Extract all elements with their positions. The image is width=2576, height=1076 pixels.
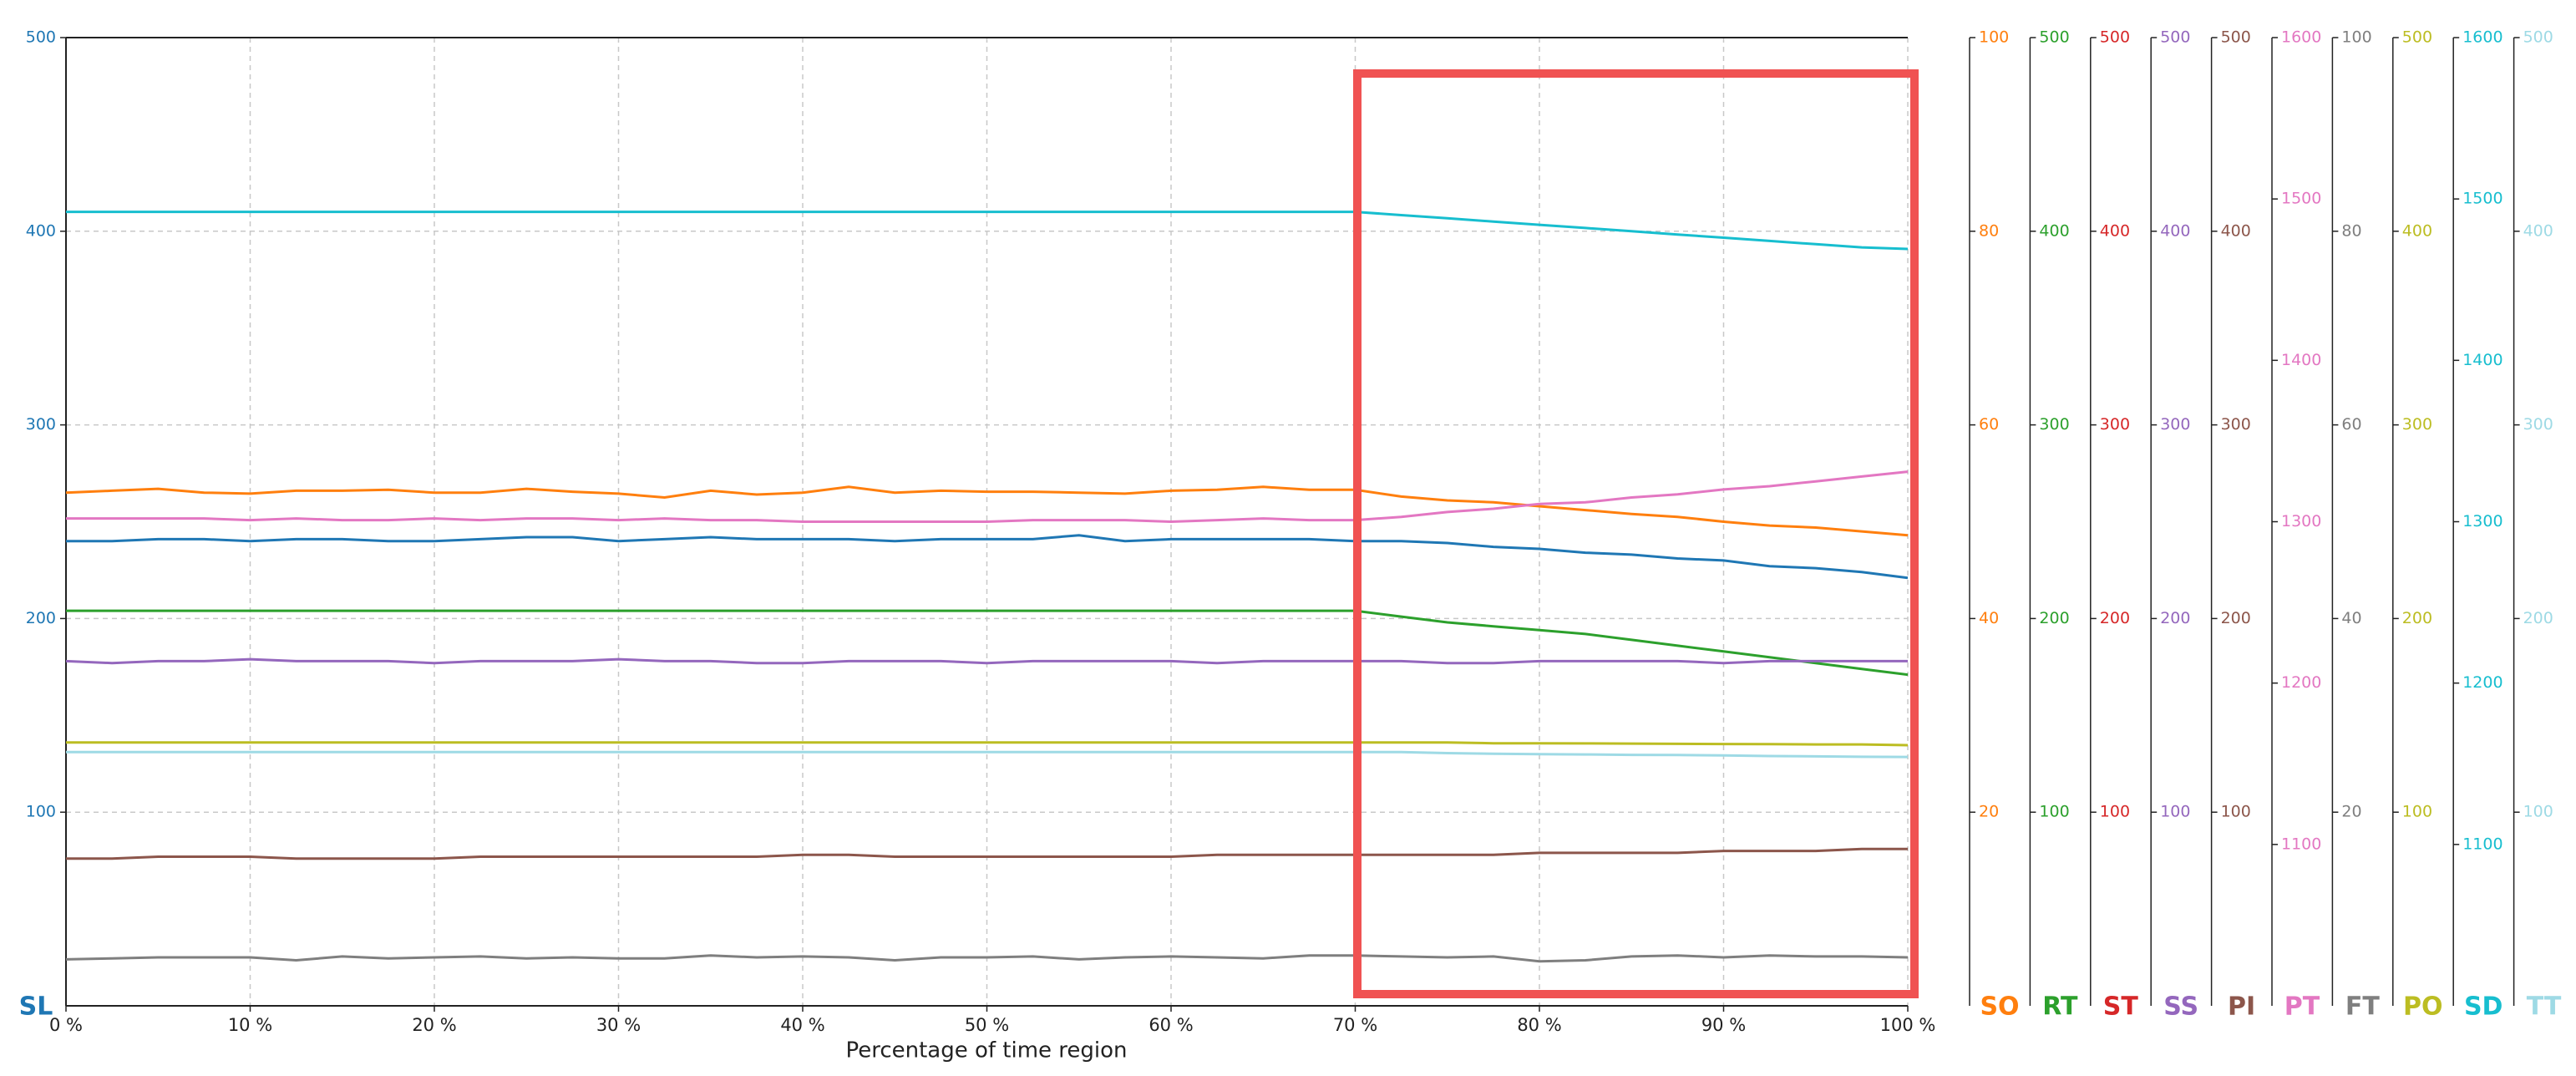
y-tick-label: 60: [2341, 415, 2361, 434]
y-tick-label: 200: [2221, 609, 2251, 627]
y-tick-label: 100: [1979, 28, 2009, 47]
y-tick-label: 200: [2402, 609, 2432, 627]
x-tick-label: 60 %: [1149, 1015, 1193, 1035]
y-tick-label: 400: [2160, 221, 2190, 240]
y-tick-label: 1100: [2281, 835, 2321, 853]
series-line: [65, 657, 1908, 665]
axis-name: PI: [2228, 992, 2255, 1022]
x-tick-label: 0 %: [49, 1015, 83, 1035]
axis-name: SL: [19, 992, 53, 1022]
y-tick-label: 300: [2221, 415, 2251, 434]
y-tick-label: 500: [2523, 28, 2553, 47]
y-tick-label: 1400: [2462, 351, 2502, 369]
y-tick-label: 300: [2160, 415, 2190, 434]
series-line: [66, 470, 1909, 524]
y-tick-label: 500: [2039, 28, 2069, 47]
series-line: [66, 534, 1909, 580]
x-tick-label: 70 %: [1333, 1015, 1377, 1035]
x-tick-label: 50 %: [965, 1015, 1009, 1035]
axis-name: FT: [2345, 992, 2380, 1022]
series-line: [66, 750, 1909, 759]
y-tick-label: 20: [1979, 803, 1999, 821]
y-tick-label: 200: [26, 609, 56, 627]
axis-name: ST: [2103, 992, 2139, 1022]
y-tick-label: 1500: [2281, 190, 2321, 208]
y-tick-label: 100: [2341, 28, 2371, 47]
y-tick-label: 500: [26, 28, 56, 47]
series-line: [66, 847, 1908, 860]
y-tick-label: 40: [2341, 609, 2361, 627]
y-tick-label: 500: [2160, 28, 2190, 47]
y-tick-label: 1200: [2462, 673, 2502, 692]
y-tick-label: 500: [2402, 28, 2432, 47]
x-tick-label: 30 %: [596, 1015, 641, 1035]
y-tick-label: 500: [2221, 28, 2251, 47]
y-tick-label: 400: [26, 221, 56, 240]
y-tick-label: 300: [2100, 415, 2130, 434]
axis-name: RT: [2042, 992, 2078, 1022]
axis-name: PT: [2284, 992, 2320, 1022]
y-tick-label: 300: [2523, 415, 2553, 434]
series-line: [66, 609, 1909, 677]
x-tick-label: 20 %: [412, 1015, 456, 1035]
x-tick-label: 40 %: [780, 1015, 824, 1035]
y-tick-label: 400: [2402, 221, 2432, 240]
y-tick-label: 200: [2523, 609, 2553, 627]
series-line: [66, 741, 1909, 747]
y-tick-label: 200: [2039, 609, 2069, 627]
y-tick-label: 60: [1979, 415, 1999, 434]
y-tick-label: 100: [2221, 803, 2251, 821]
y-tick-label: 1200: [2281, 673, 2321, 692]
y-tick-label: 100: [2100, 803, 2130, 821]
y-tick-label: 1100: [2462, 835, 2502, 853]
y-tick-label: 400: [2039, 221, 2069, 240]
y-tick-label: 100: [26, 803, 56, 821]
y-tick-label: 300: [2402, 415, 2432, 434]
axis-name: SS: [2163, 992, 2198, 1022]
y-tick-label: 1500: [2462, 190, 2502, 208]
x-tick-label: 100 %: [1880, 1015, 1936, 1035]
y-tick-label: 20: [2341, 803, 2361, 821]
x-axis-label: Percentage of time region: [845, 1038, 1127, 1063]
y-tick-label: 200: [2100, 609, 2130, 627]
y-tick-label: 100: [2160, 803, 2190, 821]
x-tick-label: 80 %: [1517, 1015, 1561, 1035]
series-line: [65, 954, 1909, 963]
y-tick-label: 300: [2039, 415, 2069, 434]
y-tick-label: 100: [2039, 803, 2069, 821]
y-tick-label: 100: [2523, 803, 2553, 821]
y-tick-label: 500: [2100, 28, 2130, 47]
y-tick-label: 100: [2402, 803, 2432, 821]
y-tick-label: 1600: [2462, 28, 2502, 47]
y-tick-label: 400: [2523, 221, 2553, 240]
axis-name: PO: [2403, 992, 2443, 1022]
y-tick-label: 1600: [2281, 28, 2321, 47]
x-tick-label: 90 %: [1701, 1015, 1746, 1035]
y-tick-label: 80: [1979, 221, 1999, 240]
y-tick-label: 300: [26, 415, 56, 434]
y-tick-label: 80: [2341, 221, 2361, 240]
axis-name: TT: [2527, 992, 2562, 1022]
y-tick-label: 1300: [2462, 512, 2502, 530]
series-line: [66, 211, 1909, 251]
axis-name: SD: [2464, 992, 2503, 1022]
x-tick-label: 10 %: [228, 1015, 272, 1035]
y-tick-label: 400: [2100, 221, 2130, 240]
y-tick-label: 1400: [2281, 351, 2321, 369]
series-line: [65, 485, 1909, 537]
y-tick-label: 1300: [2281, 512, 2321, 530]
axis-name: SO: [1980, 992, 2019, 1022]
y-tick-label: 200: [2160, 609, 2190, 627]
y-tick-label: 400: [2221, 221, 2251, 240]
highlight-box: [1353, 69, 1919, 998]
y-tick-label: 40: [1979, 609, 1999, 627]
